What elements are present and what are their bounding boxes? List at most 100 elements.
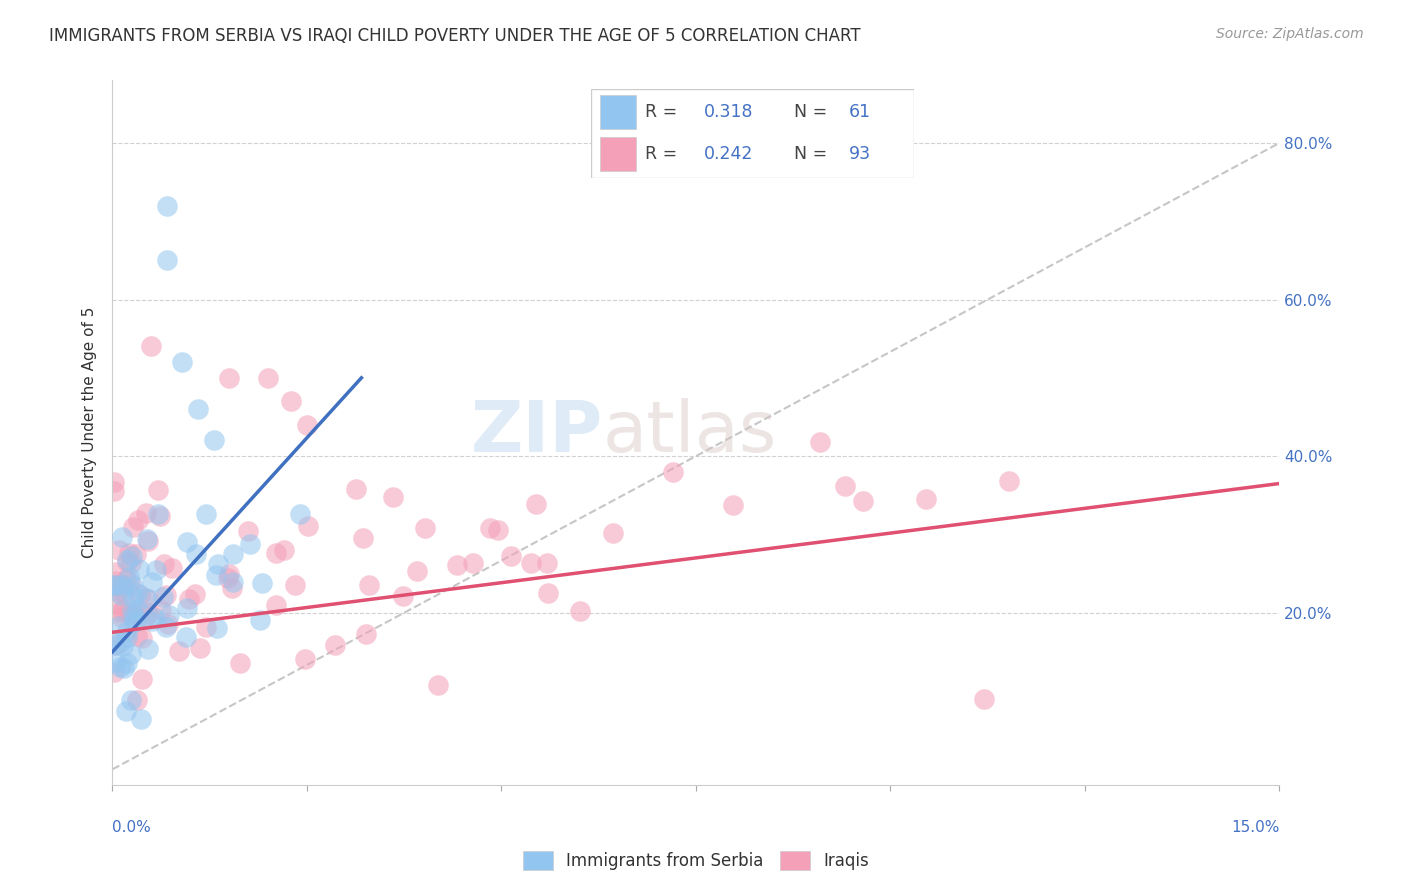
Point <box>997 475 1019 489</box>
Point <box>149 508 172 523</box>
Point <box>344 482 367 496</box>
Point <box>145 563 167 577</box>
Point <box>297 519 319 533</box>
Point <box>264 598 287 612</box>
Point <box>354 627 377 641</box>
Point <box>222 574 245 589</box>
Point <box>111 577 134 591</box>
Point <box>120 556 142 570</box>
Point <box>128 562 150 576</box>
FancyBboxPatch shape <box>600 95 636 129</box>
Point <box>280 394 302 409</box>
Point <box>852 494 875 508</box>
Point <box>112 639 135 653</box>
Point <box>121 604 143 618</box>
Point <box>149 603 172 617</box>
Point <box>107 597 129 611</box>
Point <box>115 553 138 567</box>
Point <box>103 578 125 592</box>
Text: R =: R = <box>645 103 683 121</box>
Point <box>284 578 307 592</box>
Point <box>205 621 228 635</box>
Point <box>834 479 856 493</box>
Point <box>131 672 153 686</box>
Point <box>104 579 127 593</box>
Point <box>112 661 135 675</box>
Point <box>406 564 429 578</box>
Point <box>122 615 145 629</box>
Point <box>195 620 218 634</box>
Point <box>217 571 239 585</box>
Point <box>463 556 485 570</box>
Point <box>167 644 190 658</box>
Point <box>239 536 262 550</box>
Point <box>129 712 152 726</box>
Point <box>111 578 134 592</box>
Legend: Immigrants from Serbia, Iraqis: Immigrants from Serbia, Iraqis <box>515 843 877 879</box>
Point <box>136 592 159 607</box>
Point <box>146 483 169 498</box>
Point <box>156 198 179 212</box>
Point <box>152 590 174 604</box>
Point <box>205 567 228 582</box>
Point <box>141 614 163 628</box>
Point <box>381 490 404 504</box>
Point <box>569 604 592 618</box>
Point <box>273 543 295 558</box>
Point <box>221 582 243 596</box>
Point <box>108 605 131 619</box>
Point <box>125 693 148 707</box>
Text: 93: 93 <box>849 145 872 163</box>
Point <box>121 520 143 534</box>
Point <box>174 631 197 645</box>
Point <box>413 521 436 535</box>
Point <box>218 371 240 385</box>
Point <box>202 434 225 448</box>
Point <box>141 575 163 590</box>
Point <box>156 617 179 632</box>
Point <box>131 631 153 645</box>
Point <box>808 434 831 449</box>
Point <box>115 630 138 644</box>
Point <box>110 610 132 624</box>
Point <box>135 506 157 520</box>
Point <box>236 524 259 538</box>
Text: IMMIGRANTS FROM SERBIA VS IRAQI CHILD POVERTY UNDER THE AGE OF 5 CORRELATION CHA: IMMIGRANTS FROM SERBIA VS IRAQI CHILD PO… <box>49 27 860 45</box>
Point <box>257 371 280 385</box>
Point <box>104 638 127 652</box>
Point <box>537 586 560 600</box>
Point <box>357 577 380 591</box>
Point <box>107 618 129 632</box>
Point <box>110 588 132 602</box>
Point <box>122 609 145 624</box>
Point <box>111 530 134 544</box>
Point <box>157 607 180 622</box>
Point <box>187 402 209 417</box>
Point <box>125 629 148 643</box>
Y-axis label: Child Poverty Under the Age of 5: Child Poverty Under the Age of 5 <box>82 307 97 558</box>
Text: N =: N = <box>794 145 832 163</box>
Point <box>602 526 624 541</box>
Point <box>124 547 146 561</box>
Point <box>107 585 129 599</box>
Point <box>172 355 194 369</box>
FancyBboxPatch shape <box>600 137 636 171</box>
Point <box>156 253 179 268</box>
Point <box>117 657 139 671</box>
Point <box>122 606 145 620</box>
Point <box>122 607 145 621</box>
Point <box>294 652 316 666</box>
Point <box>426 678 449 692</box>
Point <box>108 635 131 649</box>
Point <box>129 588 152 602</box>
Point <box>104 574 127 589</box>
Point <box>499 549 522 563</box>
Point <box>184 587 207 601</box>
Point <box>160 561 183 575</box>
FancyBboxPatch shape <box>591 89 914 178</box>
Point <box>105 638 128 652</box>
Point <box>120 692 142 706</box>
Point <box>127 586 149 600</box>
Point <box>250 576 273 591</box>
Point <box>152 558 174 572</box>
